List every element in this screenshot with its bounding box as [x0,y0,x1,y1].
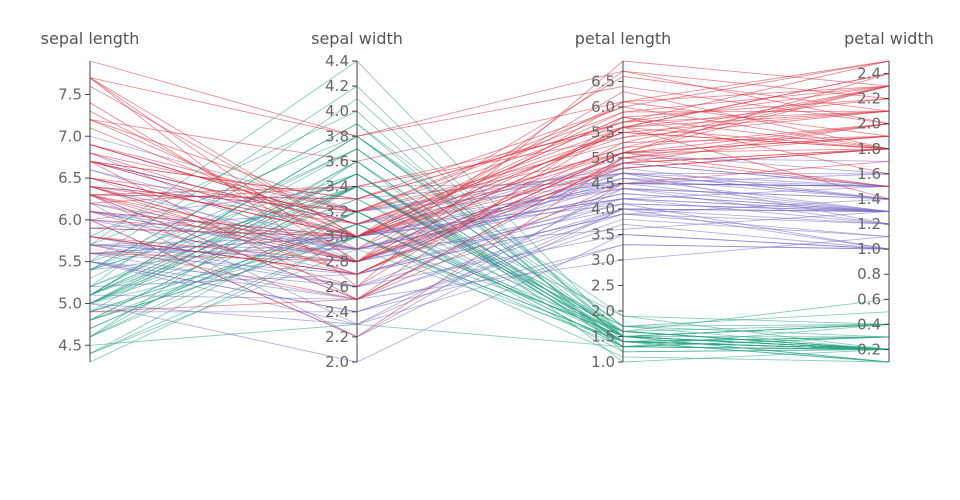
sample-line-versicolor-49 [89,236,890,300]
tick-label: 1.4 [857,190,881,208]
tick-label: 5.5 [58,253,82,271]
tick-label: 3.6 [325,152,349,170]
sample-line-virginica-50 [89,148,890,238]
sample-line-virginica-48 [89,123,890,238]
sample-line-versicolor-46 [89,198,890,246]
tick-label: 0.2 [857,340,881,358]
axis-sepal-width[interactable]: sepal width 2.0 2.2 2.4 2.6 2.8 3.0 3.2 3.4 3.6 3… [311,29,403,371]
tick-label: 2.0 [591,302,615,320]
tick-label: 2.4 [857,65,881,83]
sample-line-virginica-32 [89,60,890,137]
sample-line-virginica-18 [89,70,890,137]
sample-line-setosa-43 [89,210,890,355]
tick-label: 4.0 [325,102,349,120]
tick-label: 1.2 [857,215,881,233]
axis-petal-width[interactable]: petal width 0.2 0.4 0.6 0.8 1.0 1.2 1.4 1.6 1.8 2… [844,29,934,362]
tick-label: 4.4 [325,52,349,70]
sample-line-virginica-43 [89,135,890,275]
sample-line-virginica-41 [89,73,890,225]
sample-line-versicolor-44 [89,244,890,325]
sample-line-virginica-42 [89,85,890,225]
tick-label: 1.5 [591,327,615,345]
sample-line-setosa-42 [89,323,890,348]
sample-line-virginica-10 [89,60,890,162]
tick-label: 5.0 [591,149,615,167]
sample-line-virginica-36 [89,77,890,238]
axis-title-petal-width: petal width [844,29,934,48]
tick-label: 1.6 [857,165,881,183]
sample-line-virginica-38 [89,131,890,225]
sample-line-virginica-1 [89,60,890,200]
axis-title-petal-length: petal length [575,29,672,48]
axis-petal-length[interactable]: petal length 1.0 1.5 2.0 2.5 3.0 3.5 4.0 4.5 5.0… [575,29,672,371]
sample-line-setosa-49 [89,148,890,350]
tick-label: 6.5 [591,72,615,90]
sample-line-virginica-20 [89,157,890,338]
sample-line-virginica-45 [89,60,890,200]
tick-label: 0.6 [857,290,881,308]
sample-line-versicolor-48 [89,193,890,250]
tick-label: 0.8 [857,265,881,283]
tick-label: 6.0 [58,211,82,229]
tick-label: 0.4 [857,315,881,333]
sample-line-virginica-47 [89,135,890,300]
tick-label: 4.5 [591,174,615,192]
sample-line-setosa-14 [89,236,890,363]
sample-line-virginica-49 [89,85,890,204]
tick-label: 2.8 [325,253,349,271]
tick-label: 4.0 [591,200,615,218]
tick-label: 7.0 [58,127,82,145]
sample-line-virginica-23 [89,70,890,263]
sample-line-versicolor-38 [89,188,890,325]
tick-label: 3.4 [325,177,349,195]
tick-label: 3.0 [325,228,349,246]
tick-label: 5.5 [591,123,615,141]
sample-line-versicolor-41 [89,188,890,288]
tick-label: 1.8 [857,140,881,158]
axes-layer: sepal length 4.5 5.0 5.5 6.0 6.5 7.0 7.5 sepal… [41,29,934,371]
axis-title-sepal-width: sepal width [311,29,403,48]
tick-label: 5.0 [58,294,82,312]
tick-label: 2.5 [591,276,615,294]
tick-label: 6.5 [58,169,82,187]
tick-label: 4.5 [58,336,82,354]
axis-title-sepal-length: sepal length [41,29,140,48]
tick-label: 3.2 [325,203,349,221]
tick-label: 4.2 [325,77,349,95]
tick-label: 2.0 [325,353,349,371]
tick-label: 2.2 [325,328,349,346]
sample-line-virginica-26 [89,106,890,212]
tick-label: 1.0 [591,353,615,371]
sample-line-versicolor-32 [89,223,890,313]
sample-line-virginica-39 [89,148,890,238]
axis-sepal-length[interactable]: sepal length 4.5 5.0 5.5 6.0 6.5 7.0 7.5 [41,29,140,362]
tick-label: 2.4 [325,303,349,321]
tick-label: 6.0 [591,98,615,116]
tick-label: 3.8 [325,127,349,145]
tick-label: 2.2 [857,90,881,108]
sample-line-virginica-12 [89,135,890,275]
tick-label: 2.6 [325,278,349,296]
tick-label: 2.0 [857,115,881,133]
tick-label: 7.5 [58,85,82,103]
sample-line-setosa-47 [89,135,890,350]
sample-line-versicolor-30 [89,234,890,288]
sample-line-virginica-22 [89,123,890,263]
sample-line-versicolor-40 [89,208,890,300]
sample-line-versicolor-50 [89,203,890,263]
tick-label: 3.5 [591,225,615,243]
sample-line-virginica-30 [89,116,890,238]
sample-lines-layer [89,60,890,363]
tick-label: 1.0 [857,240,881,258]
sample-line-setosa-44 [89,173,890,332]
sample-line-virginica-35 [89,126,890,288]
tick-label: 3.0 [591,251,615,269]
